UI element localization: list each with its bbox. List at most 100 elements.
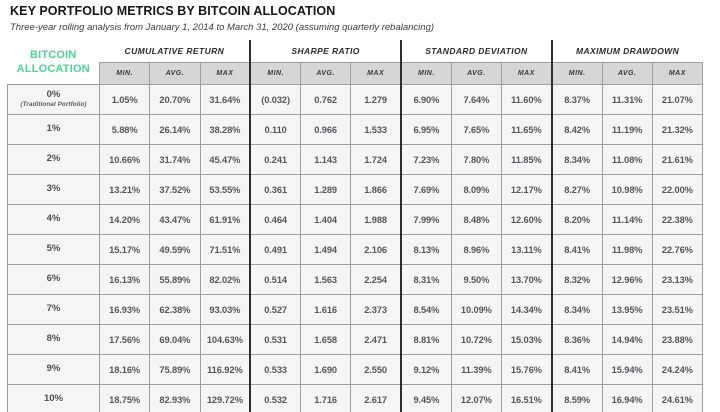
metric-cell: 23.13%	[651, 264, 704, 295]
group-header-sharpe-ratio: SHARPE RATIO	[249, 40, 401, 63]
subcolumn-header-standard-deviation-avg: AVG.	[450, 62, 503, 85]
metric-cell: 1.279	[350, 84, 402, 115]
metric-cell: 1.616	[299, 294, 352, 325]
metric-cell: 16.93%	[98, 294, 151, 325]
metric-cell: 12.60%	[500, 204, 553, 235]
subcolumn-header-maximum-drawdown-avg: AVG.	[601, 62, 653, 85]
metric-cell: 11.85%	[500, 144, 553, 175]
metric-cell: 8.27%	[550, 174, 603, 205]
metric-cell: 0.514	[249, 264, 302, 295]
metric-cell: 0.241	[249, 144, 302, 175]
metric-cell: 20.70%	[149, 84, 201, 115]
metric-cell: 13.21%	[98, 174, 151, 205]
metric-cell: 15.94%	[601, 354, 653, 385]
metric-cell: 22.00%	[651, 174, 704, 205]
metric-cell: 24.24%	[651, 354, 704, 385]
metric-cell: 1.404	[299, 204, 352, 235]
subcolumn-header-cumulative-return-avg: AVG.	[149, 62, 201, 85]
metric-cell: 62.38%	[149, 294, 201, 325]
metric-cell: 8.34%	[550, 294, 603, 325]
metric-cell: 8.41%	[550, 234, 603, 265]
metric-cell: 7.69%	[399, 174, 452, 205]
metric-cell: 11.19%	[601, 114, 653, 145]
metric-cell: 2.471	[350, 324, 402, 355]
table-row-4: 4% 14.20% 43.47% 61.91% 0.464 1.404 1.988 7.99%…	[7, 204, 704, 235]
metric-cell: 10.66%	[98, 144, 151, 175]
metric-cell: 2.373	[350, 294, 402, 325]
metric-cell: 0.361	[249, 174, 302, 205]
table-row-2: 2% 10.66% 31.74% 45.47% 0.241 1.143 1.724 7.23%…	[7, 144, 704, 175]
metric-cell: 45.47%	[199, 144, 251, 175]
metric-cell: 37.52%	[149, 174, 201, 205]
metric-cell: 6.90%	[399, 84, 452, 115]
allocation-cell: 1%	[7, 114, 100, 145]
metric-cell: 93.03%	[199, 294, 251, 325]
group-header-maximum-drawdown: MAXIMUM DRAWDOWN	[550, 40, 703, 63]
metric-cell: 22.38%	[651, 204, 704, 235]
metric-cell: 1.866	[350, 174, 402, 205]
allocation-cell: 9%	[7, 354, 100, 385]
metric-cell: 129.72%	[199, 384, 251, 412]
metric-cell: 18.16%	[98, 354, 151, 385]
page-subtitle: Three-year rolling analysis from January…	[10, 22, 435, 33]
metric-cell: 8.34%	[550, 144, 603, 175]
table-body: 0% (Traditional Portfolio) 1.05% 20.70% 31.6…	[7, 84, 704, 412]
metric-cell: 21.32%	[651, 114, 704, 145]
metric-cell: 7.65%	[450, 114, 503, 145]
metric-cell: 8.20%	[550, 204, 603, 235]
metric-cell: 1.988	[350, 204, 402, 235]
table-row-6: 6% 16.13% 55.89% 82.02% 0.514 1.563 2.254 8.31%…	[7, 264, 704, 295]
metric-cell: 104.63%	[199, 324, 251, 355]
metric-cell: 1.533	[350, 114, 402, 145]
metric-cell: 17.56%	[98, 324, 151, 355]
metric-cell: 14.20%	[98, 204, 151, 235]
metric-cell: 7.99%	[399, 204, 452, 235]
metric-cell: 12.07%	[450, 384, 503, 412]
metric-cell: 16.94%	[601, 384, 653, 412]
metric-cell: 11.08%	[601, 144, 653, 175]
allocation-cell: 2%	[7, 144, 100, 175]
metric-cell: 1.658	[299, 324, 352, 355]
table-row-9: 9% 18.16% 75.89% 116.92% 0.533 1.690 2.550 9.12…	[7, 354, 704, 385]
metric-cell: 1.690	[299, 354, 352, 385]
metric-cell: 13.95%	[601, 294, 653, 325]
metric-cell: 1.724	[350, 144, 402, 175]
allocation-note: (Traditional Portfolio)	[20, 100, 87, 108]
metric-cell: 8.09%	[450, 174, 503, 205]
subcolumn-header-maximum-drawdown-max: MAX	[651, 62, 704, 85]
metric-cell: 0.762	[299, 84, 352, 115]
metric-cell: 43.47%	[149, 204, 201, 235]
metric-cell: 1.716	[299, 384, 352, 412]
metrics-table: BITCOIN ALLOCATION CUMULATIVE RETURN SHARPE…	[7, 40, 704, 412]
metric-cell: 55.89%	[149, 264, 201, 295]
metric-cell: 53.55%	[199, 174, 251, 205]
metric-cell: 8.48%	[450, 204, 503, 235]
metric-cell: 8.42%	[550, 114, 603, 145]
metric-cell: 8.36%	[550, 324, 603, 355]
metric-cell: 15.17%	[98, 234, 151, 265]
allocation-cell: 7%	[7, 294, 100, 325]
metric-cell: 12.96%	[601, 264, 653, 295]
allocation-cell: 8%	[7, 324, 100, 355]
metric-cell: 15.03%	[500, 324, 553, 355]
allocation-cell: 10%	[7, 384, 100, 412]
metric-cell: 21.07%	[651, 84, 704, 115]
table-row-0: 0% (Traditional Portfolio) 1.05% 20.70% 31.6…	[7, 84, 704, 115]
allocation-cell: 5%	[7, 234, 100, 265]
metric-cell: 71.51%	[199, 234, 251, 265]
subcolumn-header-sharpe-ratio-avg: AVG.	[299, 62, 352, 85]
metric-cell: 9.12%	[399, 354, 452, 385]
subcolumn-header-cumulative-return-min: MIN.	[98, 62, 151, 85]
metric-cell: 1.289	[299, 174, 352, 205]
metric-cell: 2.254	[350, 264, 402, 295]
metric-cell: 9.50%	[450, 264, 503, 295]
bitcoin-allocation-header: BITCOIN ALLOCATION	[7, 40, 100, 85]
metric-cell: 24.61%	[651, 384, 704, 412]
metric-cell: 116.92%	[199, 354, 251, 385]
metric-cell: 23.88%	[651, 324, 704, 355]
metric-cell: 10.09%	[450, 294, 503, 325]
metric-cell: 16.51%	[500, 384, 553, 412]
page-title: KEY PORTFOLIO METRICS BY BITCOIN ALLOCAT…	[10, 4, 336, 18]
metric-cell: 12.17%	[500, 174, 553, 205]
